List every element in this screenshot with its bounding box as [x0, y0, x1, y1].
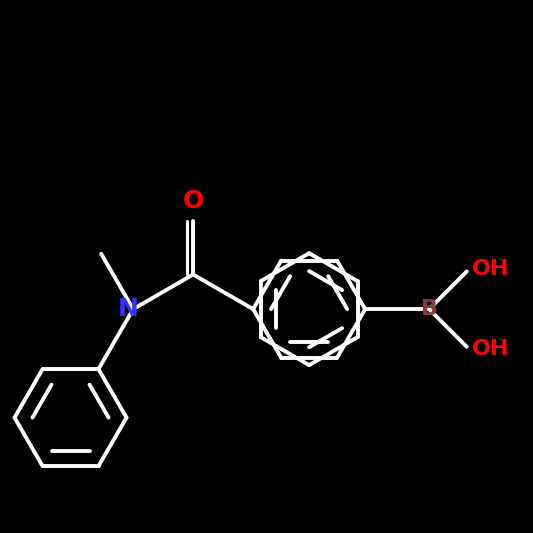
Text: O: O: [182, 189, 204, 213]
Text: B: B: [421, 299, 438, 319]
Text: OH: OH: [472, 340, 510, 359]
Text: OH: OH: [472, 259, 510, 279]
Text: N: N: [117, 297, 138, 321]
